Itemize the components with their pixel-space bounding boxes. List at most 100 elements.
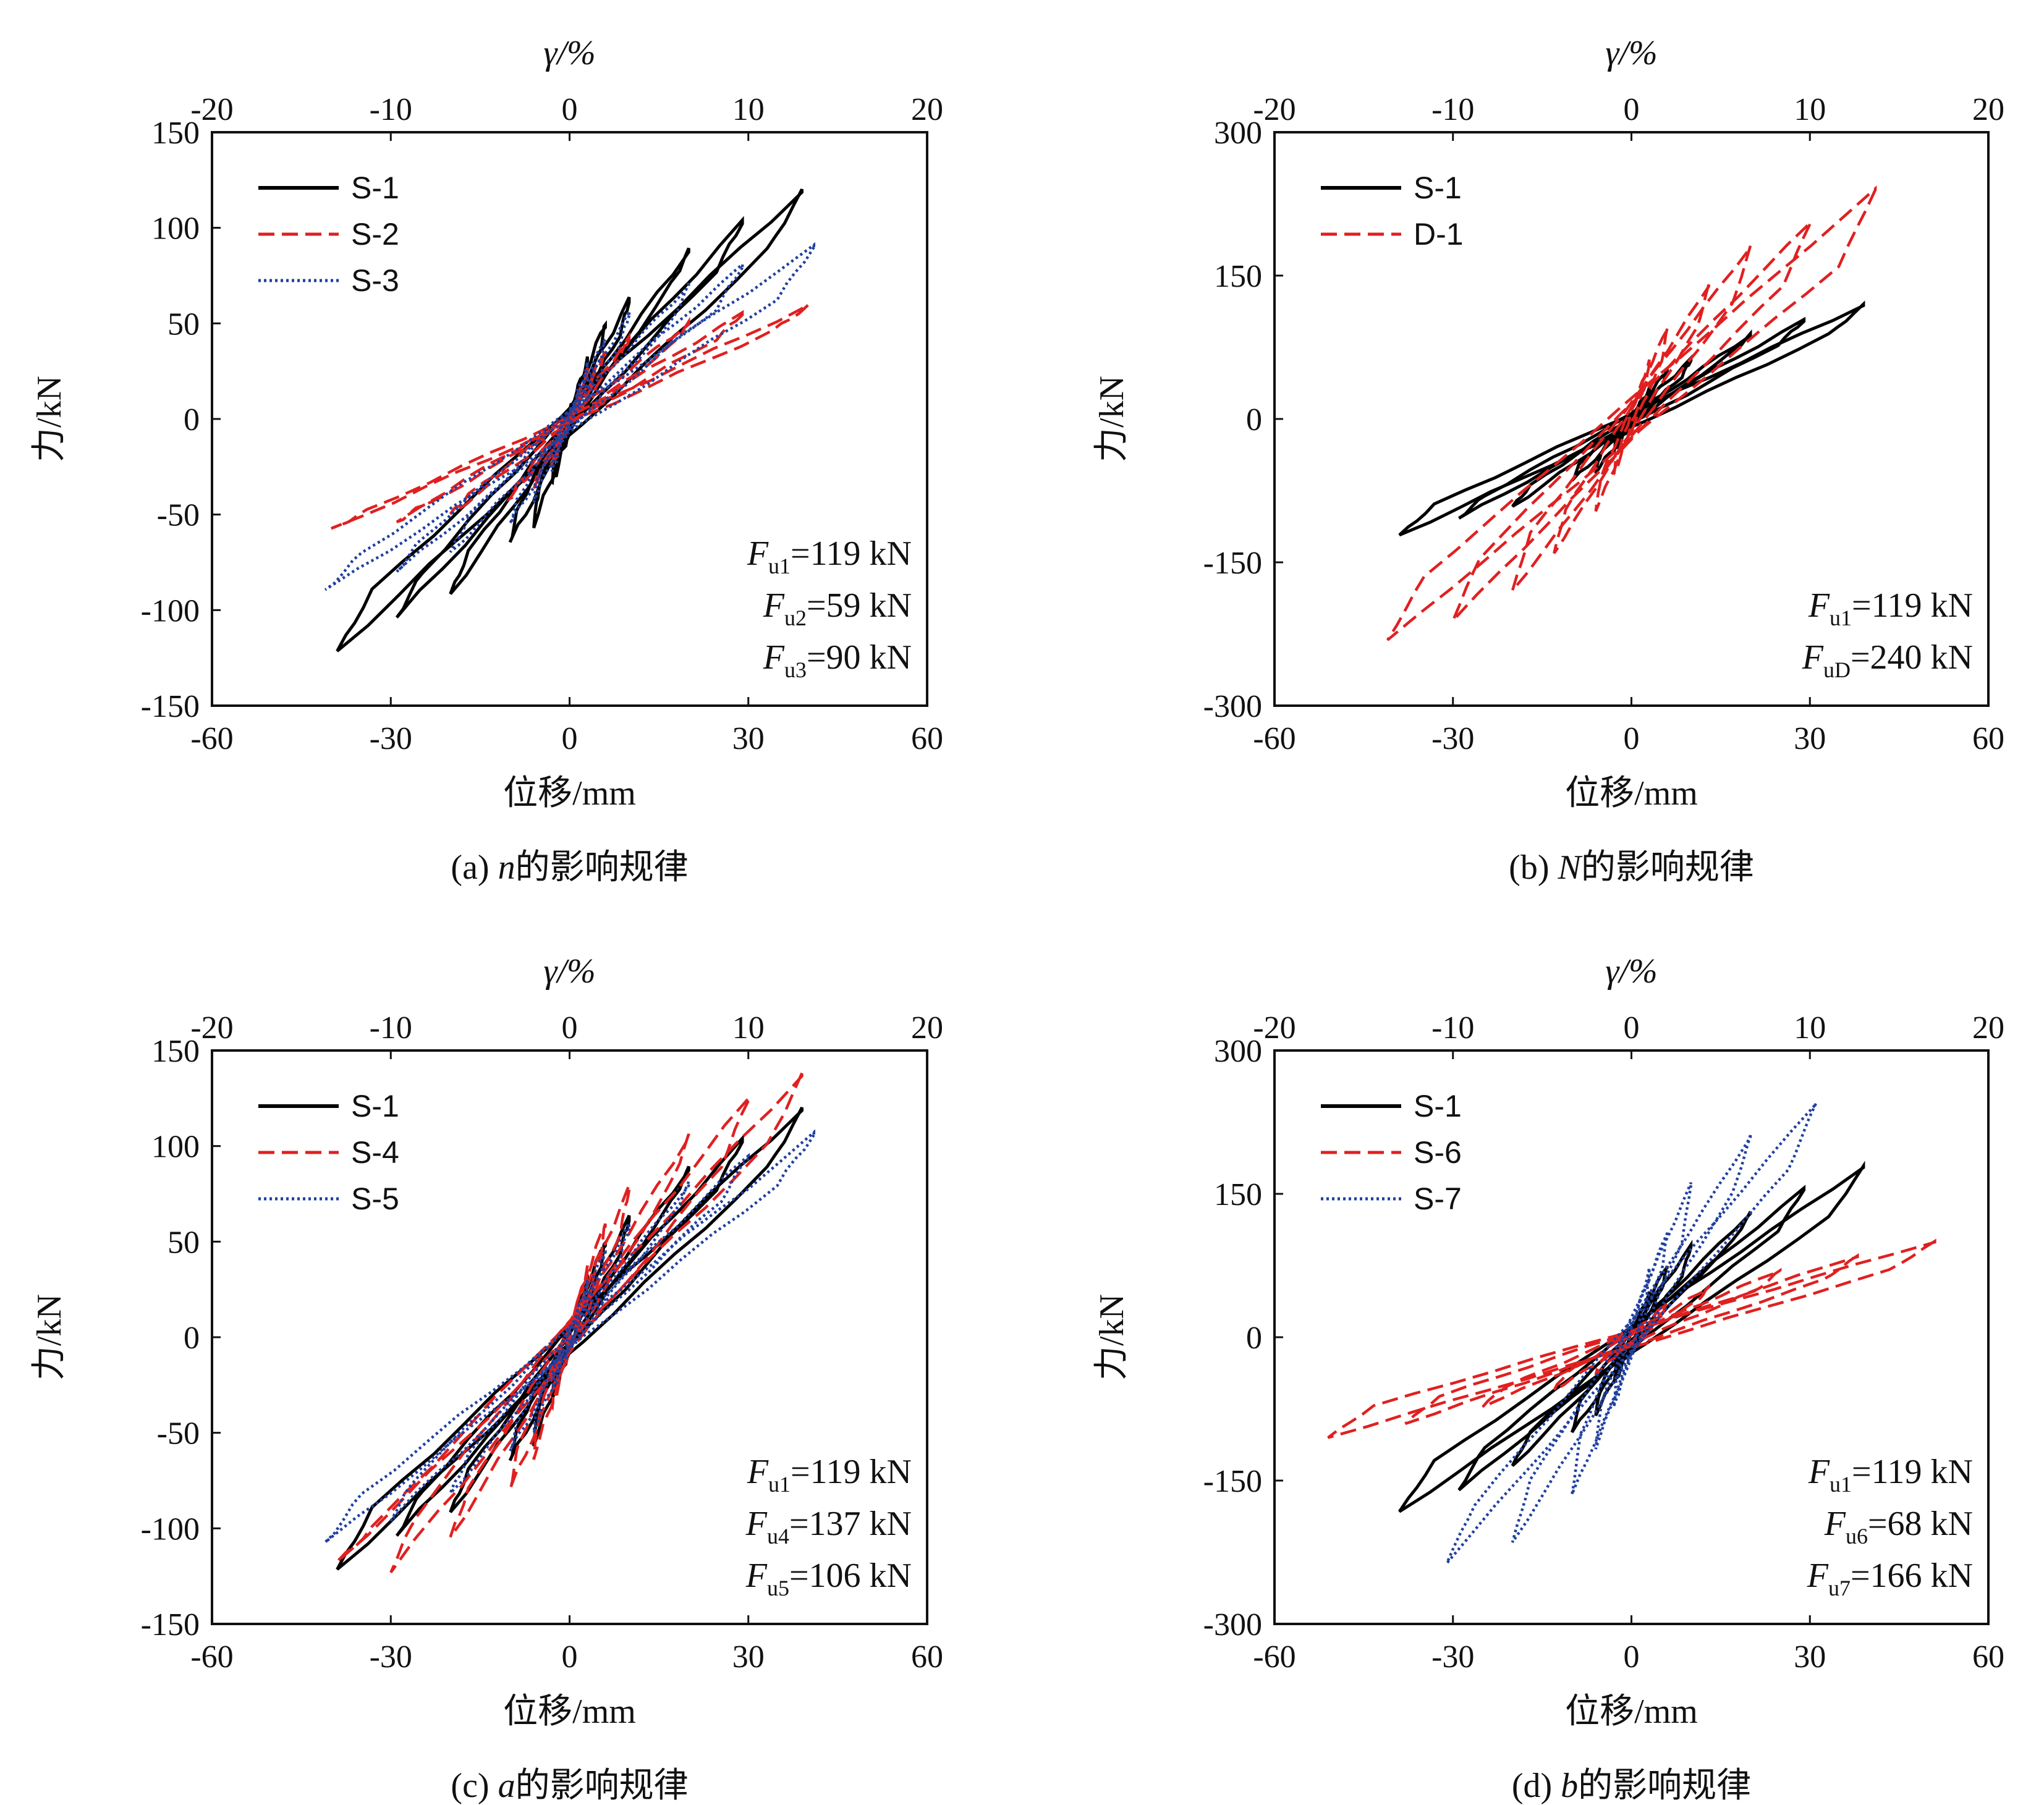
top-x-tick-label: -10 (1431, 1010, 1474, 1046)
y-tick-label: 150 (1214, 259, 1262, 294)
legend-label: S-4 (351, 1135, 399, 1170)
hysteresis-loop-S-2-6 (330, 302, 810, 530)
top-x-tick-label: 10 (1794, 1010, 1826, 1046)
ultimate-force-annotation: Fu1=119 kN (1808, 1453, 1973, 1497)
y-tick-label: 150 (1214, 1177, 1262, 1212)
legend-label: S-1 (351, 171, 399, 205)
y-tick-label: 100 (151, 1130, 200, 1165)
y-tick-label: 150 (151, 1034, 200, 1069)
chart-panel-d: -60 -30 0 30 60-20 -10 0 10 20-300-1500150300位移/… (1093, 952, 2004, 1805)
y-tick-label: 0 (1246, 402, 1262, 438)
x-tick-label: -30 (370, 1639, 412, 1675)
annotation-subscript: uD (1823, 657, 1851, 682)
x-tick-label: -30 (1431, 1639, 1474, 1675)
legend-label: S-2 (351, 217, 399, 252)
series-S-2 (330, 302, 810, 530)
top-x-tick-label: 20 (1972, 92, 2004, 127)
x-tick-label: -60 (190, 1639, 233, 1675)
annotation-subscript: u5 (767, 1576, 789, 1600)
annotation-value: =68 kN (1868, 1505, 1973, 1543)
series-S-7 (1446, 1102, 1818, 1564)
hysteresis-loop-S-1-5 (395, 216, 744, 619)
y-tick-label: 0 (1246, 1321, 1262, 1356)
top-x-axis-label: γ/% (1605, 34, 1657, 72)
y-tick-label: -150 (1203, 546, 1262, 581)
series-D-1 (1386, 185, 1877, 641)
caption-suffix: 的影响规律 (1581, 848, 1754, 887)
panel-caption: (b) N的影响规律 (1509, 848, 1754, 887)
annotation-value: =119 kN (1852, 1453, 1973, 1491)
x-axis-label: 位移/mm (503, 1693, 636, 1731)
y-tick-label: 300 (1214, 1034, 1262, 1069)
hysteresis-loop-S-3-5 (396, 261, 744, 573)
legend-label: S-1 (1414, 1089, 1462, 1123)
hysteresis-loop-S-1-6 (336, 188, 804, 653)
top-x-tick-label: 10 (732, 92, 765, 127)
hysteresis-loop-S-5-4 (449, 1181, 690, 1494)
annotation-subscript: u6 (1846, 1524, 1868, 1549)
chart-panel-a: -60 -30 0 30 60-20 -10 0 10 20-150-100-500501001… (30, 34, 943, 887)
annotation-symbol: F (1802, 638, 1824, 677)
top-x-tick-label: 20 (911, 1010, 943, 1046)
caption-prefix: (a) (451, 848, 498, 887)
panel-caption: (d) b的影响规律 (1512, 1767, 1751, 1805)
series-S-5 (324, 1129, 816, 1544)
top-x-tick-label: -20 (1253, 1010, 1296, 1046)
annotation-symbol: F (745, 1557, 768, 1595)
annotation-symbol: F (763, 586, 785, 625)
hysteresis-loop-S-3-6 (324, 242, 816, 591)
annotation-subscript: u3 (784, 657, 807, 682)
ultimate-force-annotation: Fu1=119 kN (1808, 586, 1973, 630)
legend-label: S-6 (1414, 1135, 1462, 1170)
hysteresis-loop-S-4-5 (389, 1094, 750, 1574)
hysteresis-loop-S-3-2 (532, 336, 607, 503)
x-tick-label: 0 (1624, 1639, 1640, 1675)
hysteresis-loop-S-4-6 (336, 1072, 804, 1563)
top-x-tick-label: 10 (1794, 92, 1826, 127)
legend-label: S-1 (351, 1089, 399, 1123)
annotation-subscript: u1 (768, 554, 791, 578)
caption-prefix: (d) (1512, 1767, 1561, 1805)
hysteresis-loop-D-1-4 (1511, 245, 1752, 592)
y-tick-label: 50 (168, 306, 200, 342)
hysteresis-loop-S-6-2 (1551, 1283, 1710, 1394)
y-tick-label: -100 (141, 1511, 200, 1547)
hysteresis-loop-S-7-5 (1446, 1102, 1818, 1564)
caption-suffix: 的影响规律 (515, 1767, 689, 1805)
annotation-value: =240 kN (1851, 638, 1973, 677)
hysteresis-loop-S-6-3 (1482, 1267, 1782, 1408)
hysteresis-loop-D-1-5 (1451, 219, 1812, 622)
hysteresis-loop-S-7-3 (1571, 1182, 1693, 1495)
ultimate-force-annotation: Fu3=90 kN (763, 638, 912, 682)
annotation-subscript: u1 (1830, 1472, 1852, 1497)
x-tick-label: 60 (1972, 1639, 2004, 1675)
annotation-subscript: u7 (1828, 1576, 1851, 1600)
y-tick-label: -150 (1203, 1464, 1262, 1499)
top-x-tick-label: 20 (911, 92, 943, 127)
annotation-value: =166 kN (1851, 1557, 1973, 1595)
ultimate-force-annotation: Fu1=119 kN (747, 535, 912, 578)
chart-panel-c: -60 -30 0 30 60-20 -10 0 10 20-150-100-500501001… (30, 952, 943, 1805)
y-tick-label: 0 (184, 1321, 200, 1356)
hysteresis-loop-S-4-4 (449, 1133, 690, 1538)
x-tick-label: -60 (1253, 1639, 1296, 1675)
hysteresis-loop-S-5-6 (324, 1129, 816, 1544)
x-tick-label: 30 (732, 721, 765, 756)
annotation-value: =137 kN (789, 1505, 912, 1543)
x-axis-label: 位移/mm (1565, 774, 1698, 813)
hysteresis-loop-S-1-5 (1457, 1185, 1806, 1492)
y-axis-label: 力/kN (30, 376, 69, 462)
annotation-value: =119 kN (791, 535, 912, 573)
top-x-tick-label: 0 (1624, 1010, 1640, 1046)
top-x-axis-label: γ/% (1605, 952, 1657, 991)
hysteresis-loop-S-2-3 (506, 332, 631, 502)
hysteresis-loop-S-3-3 (509, 310, 631, 525)
hysteresis-loop-S-5-3 (509, 1222, 631, 1452)
series-S-3 (324, 242, 816, 591)
x-tick-label: 0 (562, 721, 578, 756)
caption-variable: n (498, 848, 515, 887)
top-x-tick-label: -20 (1253, 92, 1296, 127)
x-tick-label: 60 (911, 721, 943, 756)
panel-caption: (a) n的影响规律 (451, 848, 688, 887)
annotation-symbol: F (763, 638, 785, 677)
